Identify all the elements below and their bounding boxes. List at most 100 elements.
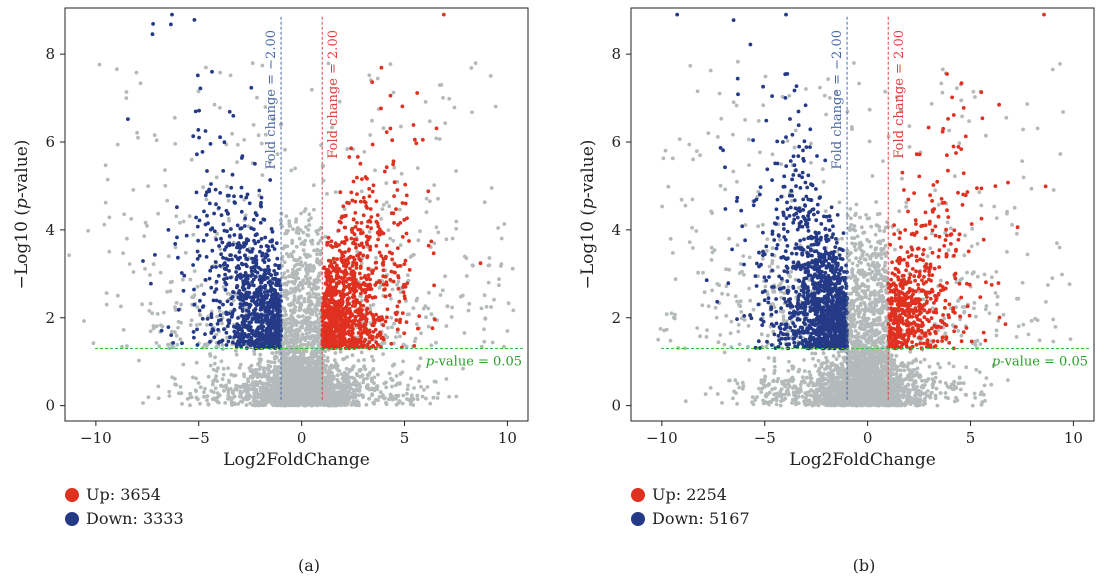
data-point	[326, 403, 331, 408]
data-point	[400, 311, 405, 315]
data-point	[402, 262, 407, 266]
data-point	[294, 328, 299, 332]
data-point	[251, 277, 256, 282]
data-point	[181, 362, 186, 367]
data-point	[406, 383, 410, 388]
data-point	[301, 314, 305, 318]
data-point	[375, 76, 380, 81]
data-point	[232, 329, 237, 334]
data-point	[292, 257, 297, 262]
data-point	[478, 261, 483, 266]
data-point	[283, 244, 288, 249]
data-point	[97, 62, 102, 67]
data-point	[375, 387, 380, 392]
data-point	[121, 251, 125, 256]
data-point	[282, 260, 287, 265]
data-point	[316, 285, 320, 290]
data-point	[274, 297, 278, 302]
data-point	[391, 90, 396, 95]
data-point	[148, 301, 153, 306]
data-point	[397, 382, 402, 386]
data-point	[265, 300, 270, 305]
data-point	[269, 289, 273, 294]
data-point	[105, 177, 110, 182]
data-point	[311, 183, 316, 188]
data-point	[361, 324, 366, 329]
data-point	[339, 275, 343, 280]
data-point	[195, 224, 200, 229]
data-point	[366, 273, 371, 278]
data-point	[263, 105, 268, 109]
data-point	[245, 273, 250, 278]
data-point	[251, 217, 256, 222]
data-point	[313, 347, 318, 352]
data-point	[335, 373, 340, 378]
data-point	[372, 375, 377, 380]
data-point	[402, 343, 407, 348]
data-point	[193, 388, 198, 393]
data-point	[364, 234, 369, 239]
data-point	[256, 317, 261, 322]
data-point	[265, 276, 270, 280]
data-point	[254, 303, 259, 308]
data-point	[316, 321, 321, 325]
data-point	[254, 399, 259, 404]
data-point	[253, 161, 257, 166]
data-point	[207, 201, 212, 206]
data-point	[259, 204, 263, 209]
data-point	[330, 245, 335, 250]
data-point	[253, 241, 258, 246]
data-point	[311, 286, 315, 291]
data-point	[368, 244, 373, 249]
data-point	[232, 200, 237, 205]
data-point	[236, 264, 241, 268]
data-point	[238, 272, 243, 277]
data-point	[343, 250, 347, 255]
data-point	[362, 358, 366, 362]
data-point	[252, 352, 257, 356]
data-point	[284, 229, 289, 233]
data-point	[172, 115, 177, 120]
data-point	[205, 394, 210, 399]
data-point	[226, 339, 231, 344]
data-point	[305, 276, 310, 281]
data-point	[253, 403, 258, 408]
data-point	[312, 248, 316, 253]
data-point	[374, 244, 379, 248]
data-point	[415, 393, 420, 398]
data-point	[246, 309, 251, 314]
data-point	[404, 231, 409, 236]
data-point	[289, 367, 293, 372]
data-point	[307, 212, 312, 217]
data-point	[157, 344, 162, 349]
data-point	[392, 321, 396, 326]
data-point	[250, 328, 255, 333]
data-point	[210, 69, 214, 74]
data-point	[243, 253, 247, 258]
data-point	[269, 344, 273, 349]
data-point	[313, 387, 318, 392]
data-point	[238, 305, 243, 310]
data-point	[82, 319, 86, 323]
data-point	[347, 367, 351, 372]
data-point	[427, 119, 432, 124]
data-point	[166, 228, 171, 232]
data-point	[239, 194, 244, 199]
data-point	[437, 137, 442, 141]
data-point	[279, 218, 283, 223]
data-point	[204, 233, 209, 237]
data-point	[236, 241, 241, 245]
data-point	[295, 363, 300, 368]
data-point	[258, 249, 262, 254]
data-point	[398, 317, 403, 322]
data-point	[230, 172, 235, 177]
data-point	[444, 377, 449, 381]
data-point	[217, 305, 222, 310]
data-point	[289, 314, 294, 318]
data-point	[562, 306, 566, 310]
data-point	[234, 344, 239, 349]
data-point	[272, 393, 276, 398]
data-point	[246, 326, 250, 331]
data-point	[146, 184, 151, 189]
data-point	[358, 228, 363, 232]
